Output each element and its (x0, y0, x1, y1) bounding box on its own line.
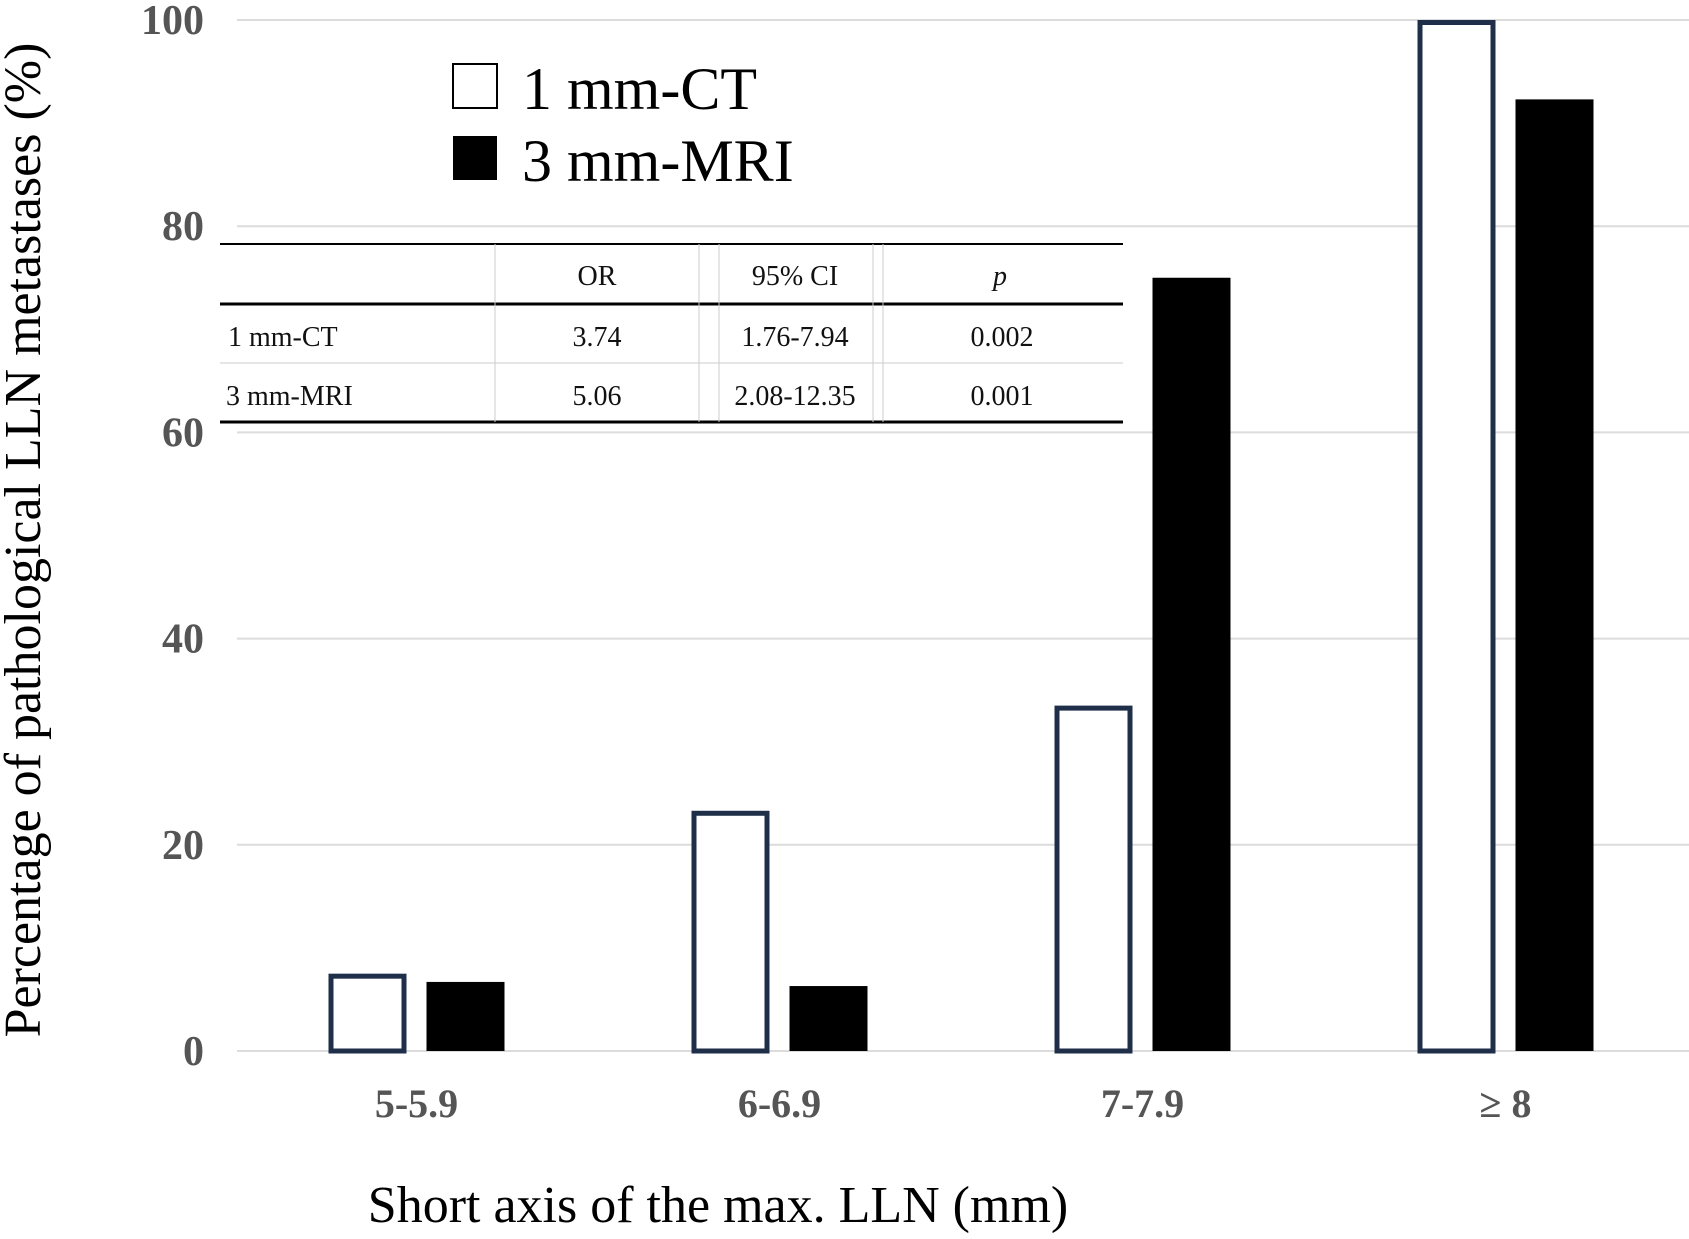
table-header-or: OR (578, 261, 617, 292)
table-cell-row1-p: 0.002 (971, 322, 1034, 353)
table-cell-row2-label: 3 mm-MRI (226, 381, 353, 412)
bar-mri-1 (426, 981, 505, 1051)
bar-ct-1 (328, 973, 407, 1054)
x-tick-label: ≥ 8 (1480, 1081, 1532, 1126)
x-tick-label: 5-5.9 (375, 1081, 458, 1126)
x-axis-ticks: 5-5.9 6-6.9 7-7.9 ≥ 8 (375, 1081, 1532, 1126)
y-axis-title: Percentage of pathological LLN metastase… (0, 43, 52, 1038)
x-axis-title: Short axis of the max. LLN (mm) (368, 1177, 1068, 1234)
y-tick-label: 40 (162, 617, 204, 663)
bar-ct-3 (1054, 705, 1133, 1054)
table-cell-row2-p: 0.001 (971, 381, 1034, 412)
bar-mri-4 (1515, 99, 1594, 1051)
legend-swatch-filled (453, 136, 497, 180)
legend-label-1: 1 mm-CT (522, 56, 757, 122)
table-cell-row1-label: 1 mm-CT (228, 322, 338, 353)
table-cell-row2-or: 5.06 (573, 381, 622, 412)
legend-swatch-outline (452, 63, 498, 109)
y-tick-label: 100 (141, 0, 204, 44)
table-header-ci: 95% CI (752, 261, 838, 292)
x-tick-label: 6-6.9 (738, 1081, 821, 1126)
bar-ct-4 (1417, 20, 1496, 1054)
y-tick-label: 80 (162, 204, 204, 250)
bar-mri-3 (1152, 277, 1231, 1051)
table-cell-row1-ci: 1.76-7.94 (741, 322, 848, 353)
table-cell-row2-ci: 2.08-12.35 (734, 381, 855, 412)
table-background (220, 244, 1123, 422)
legend-label-2: 3 mm-MRI (522, 128, 794, 194)
y-tick-label: 0 (183, 1029, 204, 1075)
bars (328, 20, 1594, 1054)
stats-table: OR 95% CI p 1 mm-CT 3.74 1.76-7.94 0.002… (220, 243, 1123, 424)
y-axis-ticks: 0 20 40 60 80 100 (141, 0, 204, 1075)
bar-mri-2 (789, 986, 868, 1051)
x-tick-label: 7-7.9 (1101, 1081, 1184, 1126)
bar-ct-2 (691, 810, 770, 1054)
table-cell-row1-or: 3.74 (573, 322, 622, 353)
legend: 1 mm-CT 3 mm-MRI (452, 56, 794, 194)
y-tick-label: 20 (162, 823, 204, 869)
y-tick-label: 60 (162, 410, 204, 456)
table-header-p: p (991, 261, 1007, 292)
